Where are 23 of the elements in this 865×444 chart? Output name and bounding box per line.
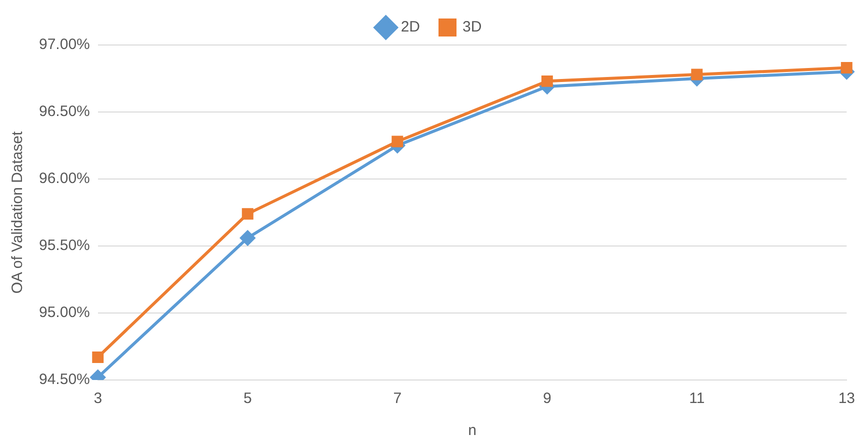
point: [242, 208, 254, 220]
x-tick-label: 5: [243, 390, 252, 408]
point: [240, 230, 256, 246]
x-axis-title: n: [468, 422, 476, 440]
y-tick-label: 96.50%: [39, 103, 90, 120]
y-tick-label: 95.00%: [39, 304, 90, 322]
y-tick-label: 94.50%: [39, 371, 90, 388]
y-tick-label: 96.00%: [39, 170, 90, 188]
y-tick-label: 95.50%: [39, 237, 90, 254]
y-tick-label: 97.00%: [39, 36, 90, 54]
x-tick-label: 9: [542, 390, 552, 408]
legend-label: 2D: [400, 18, 420, 36]
legend-label: 3D: [462, 18, 482, 36]
y-axis-title: OA of Validation Dataset: [9, 130, 26, 294]
point: [691, 68, 703, 80]
x-tick-label: 7: [393, 390, 402, 408]
point: [840, 62, 852, 74]
x-tick-label: 3: [94, 390, 102, 408]
point: [92, 351, 104, 363]
point: [392, 136, 404, 148]
x-tick-label: 13: [838, 390, 855, 408]
point: [541, 75, 553, 87]
x-tick-label: 11: [689, 390, 705, 408]
